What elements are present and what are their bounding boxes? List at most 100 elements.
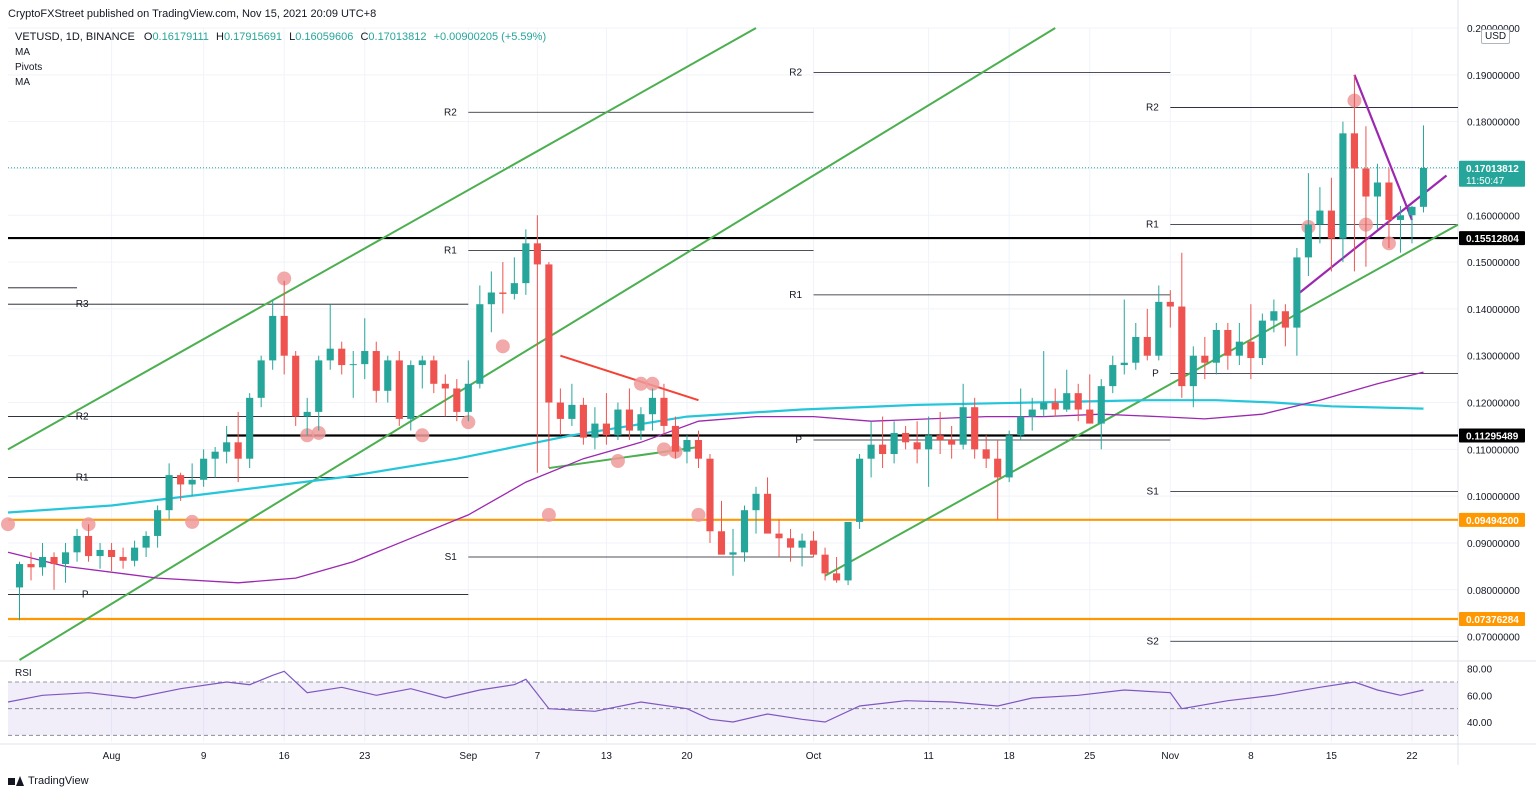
candle-body [464, 383, 472, 412]
candle-body [257, 360, 265, 398]
candle-body [430, 360, 438, 384]
footer-brand: TradingView [8, 775, 89, 787]
candle-body [890, 432, 898, 455]
candle-body [591, 423, 599, 438]
touch-marker [541, 507, 556, 522]
price-tick-label: 0.08000000 [1467, 586, 1520, 597]
candle-body [177, 475, 185, 485]
candle-body [982, 449, 990, 459]
candles [15, 74, 1428, 621]
candle-body [925, 435, 933, 450]
candle-body [50, 557, 58, 565]
candle-body [1385, 182, 1393, 220]
currency-badge[interactable]: USD [1481, 29, 1511, 44]
time-tick-label: Sep [459, 751, 477, 762]
indicator-ma-2[interactable]: MA [15, 77, 30, 88]
candle-body [1166, 301, 1174, 307]
time-tick-label: 18 [1004, 751, 1016, 762]
price-label-badge [1459, 231, 1525, 246]
candle-body [763, 493, 772, 534]
candle-body [660, 397, 668, 426]
rsi-tick-label: 60.00 [1467, 691, 1492, 702]
candle-body [1040, 402, 1048, 410]
candle-body [1051, 402, 1059, 410]
candle-body [384, 360, 392, 391]
candle-body [1350, 133, 1358, 169]
candle-body [154, 510, 162, 536]
time-tick-label: 7 [535, 751, 541, 762]
pivot-label: S1 [1147, 486, 1160, 497]
time-tick-label: 13 [601, 751, 613, 762]
price-tick-label: 0.13000000 [1467, 352, 1520, 363]
candle-body [1178, 306, 1186, 387]
candle-body [27, 564, 35, 568]
touch-marker [185, 514, 200, 529]
trendline [1353, 74, 1413, 221]
countdown-label: 11:50:47 [1466, 176, 1505, 187]
candle-body [15, 564, 24, 588]
candle-body [775, 533, 783, 539]
high-value: 0.17915691 [223, 31, 283, 43]
candle-body [499, 292, 507, 294]
indicator-pivots[interactable]: Pivots [15, 62, 43, 73]
candle-body [315, 360, 323, 412]
candle-body [936, 435, 944, 440]
price-tick-label: 0.16000000 [1467, 211, 1520, 222]
time-tick-label: Aug [103, 751, 121, 762]
time-tick-label: 8 [1248, 751, 1254, 762]
candle-body [1339, 133, 1347, 239]
touch-marker [610, 454, 625, 469]
change-value: +0.00900205 (+5.59%) [433, 31, 547, 43]
price-label-text: 0.15512804 [1466, 234, 1519, 245]
time-tick-label: 20 [681, 751, 693, 762]
candle-body [1293, 257, 1301, 328]
candle-body [809, 540, 818, 555]
candle-body [487, 292, 495, 305]
candle-body [717, 531, 726, 555]
trendline [560, 354, 699, 402]
price-label-text: 0.07376284 [1466, 615, 1519, 626]
candle-body [1258, 320, 1266, 359]
candle-body [602, 423, 610, 436]
candle-body [1155, 301, 1163, 356]
candle-body [510, 283, 518, 294]
candle-body [1408, 206, 1416, 216]
candle-body [1281, 311, 1289, 328]
price-label-text: 0.11295489 [1466, 432, 1519, 443]
candle-body [902, 432, 910, 443]
pivot-label: R3 [76, 299, 89, 310]
price-tick-label: 0.18000000 [1467, 118, 1520, 129]
price-tick-label: 0.07000000 [1467, 633, 1520, 644]
legend: VETUSD, 1D, BINANCE O0.16179111 H0.17915… [15, 30, 546, 90]
time-tick-label: Nov [1161, 751, 1179, 762]
candle-body [1109, 365, 1117, 387]
indicator-ma-1[interactable]: MA [15, 47, 30, 58]
candle-body [971, 407, 979, 450]
pivot-label: R2 [76, 412, 89, 423]
candle-body [994, 458, 1002, 478]
candle-body [948, 439, 956, 445]
candle-body [418, 360, 426, 366]
candle-body [188, 479, 196, 485]
candle-body [1189, 355, 1197, 387]
rsi-title[interactable]: RSI [15, 668, 32, 679]
candle-body [269, 315, 277, 361]
touch-marker [633, 376, 648, 391]
symbol-label[interactable]: VETUSD, 1D, BINANCE [15, 31, 135, 43]
candle-body [1419, 167, 1428, 207]
candle-body [533, 243, 541, 265]
candle-body [1063, 393, 1071, 410]
rsi-tick-label: 40.00 [1467, 718, 1492, 729]
close-label: C [360, 31, 369, 43]
candle-body [1097, 386, 1105, 424]
pivot-label: P [1152, 368, 1159, 379]
ma-fast-line [7, 371, 1424, 584]
candle-body [833, 573, 841, 581]
price-tick-label: 0.10000000 [1467, 492, 1520, 503]
candle-body [1028, 409, 1036, 417]
price-label-text: 0.09494200 [1466, 516, 1519, 527]
close-value: 0.17013812 [368, 31, 427, 43]
horizontal-levels [8, 236, 1458, 621]
candle-body [131, 547, 139, 561]
